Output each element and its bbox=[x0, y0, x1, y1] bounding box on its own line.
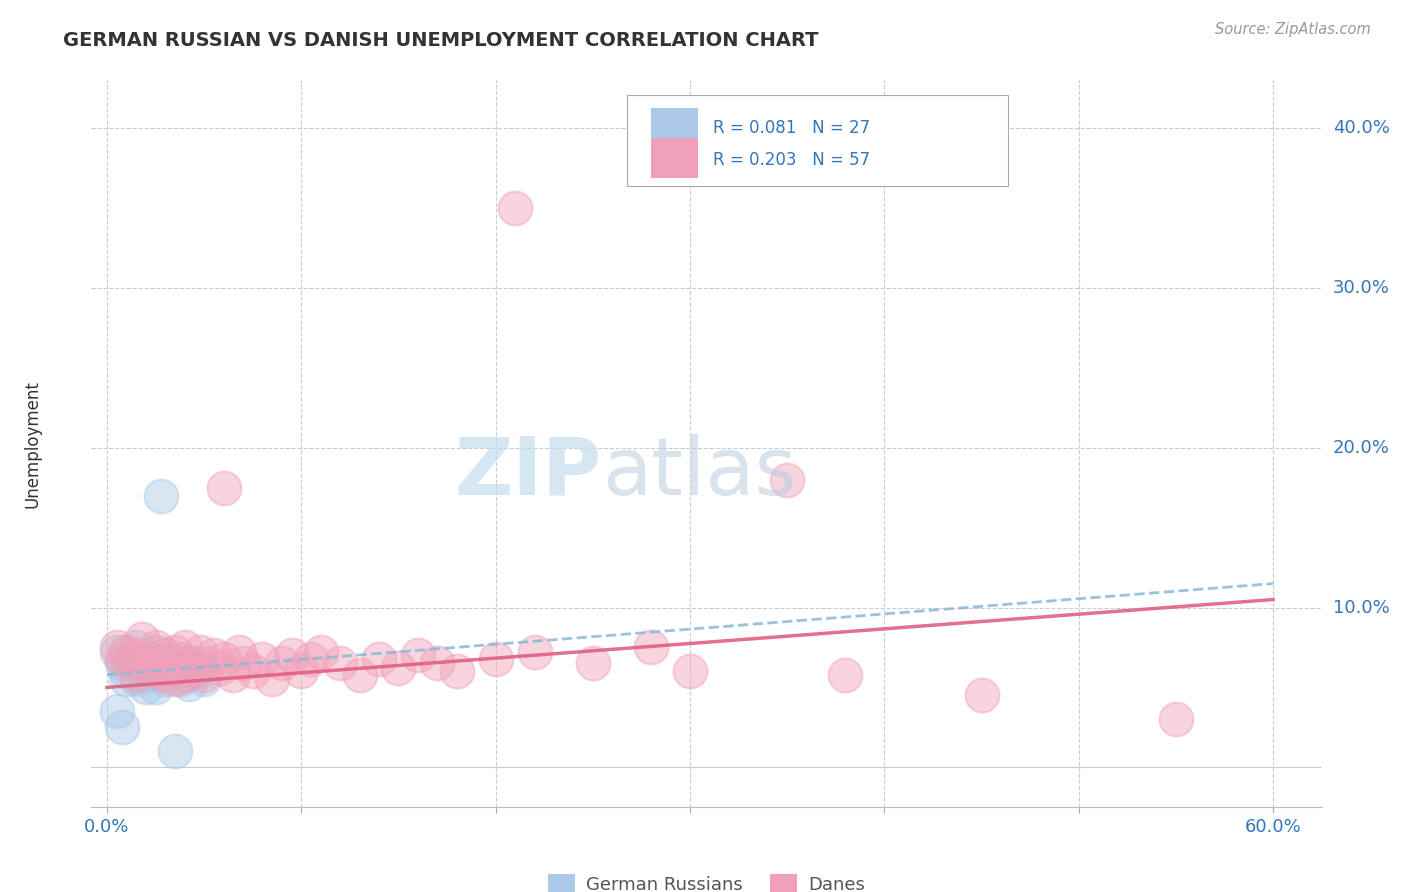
Point bbox=[183, 657, 205, 671]
Point bbox=[111, 651, 134, 665]
Point bbox=[193, 673, 215, 687]
Point bbox=[406, 648, 429, 663]
Point bbox=[1164, 712, 1187, 726]
Point bbox=[155, 667, 177, 681]
Point bbox=[150, 489, 173, 503]
Point bbox=[145, 640, 167, 655]
Text: 40.0%: 40.0% bbox=[1333, 120, 1389, 137]
Point bbox=[125, 667, 148, 681]
Point bbox=[120, 651, 142, 665]
Point bbox=[426, 657, 449, 671]
Point bbox=[170, 651, 193, 665]
Text: Unemployment: Unemployment bbox=[24, 380, 41, 508]
FancyBboxPatch shape bbox=[627, 95, 1008, 186]
Point bbox=[212, 481, 235, 495]
Point bbox=[183, 665, 205, 679]
Point bbox=[523, 645, 546, 659]
Point bbox=[299, 651, 322, 665]
Point bbox=[125, 640, 148, 655]
Point bbox=[242, 665, 264, 679]
Text: ZIP: ZIP bbox=[454, 434, 602, 512]
FancyBboxPatch shape bbox=[651, 108, 697, 148]
Text: R = 0.081   N = 27: R = 0.081 N = 27 bbox=[713, 119, 870, 136]
Point bbox=[173, 667, 195, 681]
Point bbox=[105, 640, 128, 655]
Point bbox=[173, 640, 195, 655]
Point bbox=[131, 632, 153, 647]
Point bbox=[387, 661, 409, 675]
Point bbox=[115, 665, 138, 679]
Point bbox=[640, 640, 662, 655]
Point bbox=[582, 657, 605, 671]
Point bbox=[125, 673, 148, 687]
Point bbox=[202, 648, 225, 663]
Point bbox=[163, 673, 186, 687]
Point bbox=[163, 645, 186, 659]
Point bbox=[135, 661, 157, 675]
Point bbox=[157, 661, 180, 675]
Point bbox=[150, 657, 173, 671]
Point bbox=[232, 657, 254, 671]
Text: 20.0%: 20.0% bbox=[1333, 439, 1389, 457]
Point bbox=[222, 667, 245, 681]
Point bbox=[252, 651, 274, 665]
Point bbox=[834, 667, 856, 681]
Point bbox=[228, 645, 250, 659]
Point bbox=[105, 645, 128, 659]
Point bbox=[280, 648, 302, 663]
Point bbox=[111, 657, 134, 671]
Point bbox=[188, 645, 211, 659]
Point bbox=[157, 651, 180, 665]
Point bbox=[138, 651, 160, 665]
Text: GERMAN RUSSIAN VS DANISH UNEMPLOYMENT CORRELATION CHART: GERMAN RUSSIAN VS DANISH UNEMPLOYMENT CO… bbox=[63, 31, 818, 50]
Point bbox=[145, 681, 167, 695]
Point bbox=[145, 665, 167, 679]
Point bbox=[679, 665, 702, 679]
Point bbox=[170, 673, 193, 687]
Point bbox=[349, 667, 371, 681]
Point bbox=[270, 657, 292, 671]
Point bbox=[503, 201, 526, 215]
Point bbox=[177, 677, 200, 691]
Point bbox=[125, 648, 148, 663]
Point bbox=[111, 720, 134, 734]
Point bbox=[970, 689, 993, 703]
Point bbox=[135, 667, 157, 681]
Text: R = 0.203   N = 57: R = 0.203 N = 57 bbox=[713, 152, 870, 169]
Point bbox=[776, 473, 799, 487]
Point bbox=[131, 661, 153, 675]
Point bbox=[120, 657, 142, 671]
Point bbox=[115, 645, 138, 659]
Point bbox=[197, 657, 219, 671]
Text: atlas: atlas bbox=[602, 434, 796, 512]
Point bbox=[145, 645, 167, 659]
Point bbox=[135, 681, 157, 695]
Point bbox=[115, 673, 138, 687]
Point bbox=[368, 651, 391, 665]
Point bbox=[193, 667, 215, 681]
Point bbox=[155, 673, 177, 687]
Point bbox=[177, 657, 200, 671]
Point bbox=[188, 665, 211, 679]
Point bbox=[212, 651, 235, 665]
Point bbox=[150, 665, 173, 679]
Point bbox=[163, 661, 186, 675]
Point bbox=[262, 673, 284, 687]
Point bbox=[329, 657, 352, 671]
Point bbox=[155, 648, 177, 663]
Legend: German Russians, Danes: German Russians, Danes bbox=[541, 867, 872, 892]
FancyBboxPatch shape bbox=[651, 138, 697, 178]
Point bbox=[208, 661, 231, 675]
Text: 10.0%: 10.0% bbox=[1333, 599, 1389, 616]
Point bbox=[173, 667, 195, 681]
Text: Source: ZipAtlas.com: Source: ZipAtlas.com bbox=[1215, 22, 1371, 37]
Point bbox=[163, 744, 186, 758]
Point bbox=[485, 651, 508, 665]
Text: 30.0%: 30.0% bbox=[1333, 279, 1389, 297]
Point bbox=[290, 665, 312, 679]
Point bbox=[105, 705, 128, 719]
Point bbox=[138, 657, 160, 671]
Point bbox=[446, 665, 468, 679]
Point bbox=[309, 645, 332, 659]
